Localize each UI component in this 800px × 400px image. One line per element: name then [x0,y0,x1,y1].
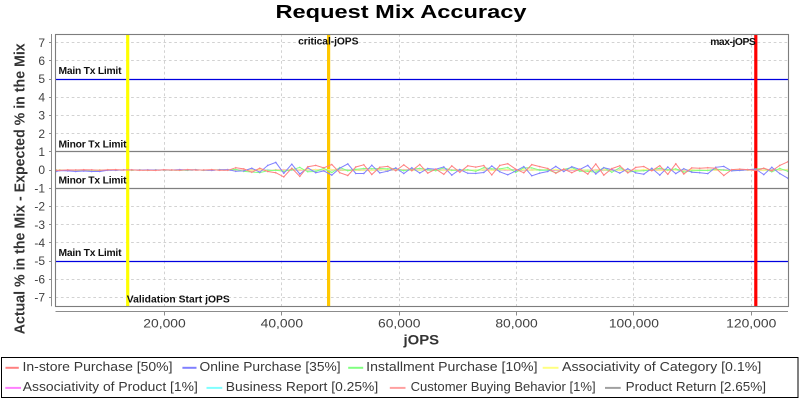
svg-text:Actual % in the Mix - Expected: Actual % in the Mix - Expected % in the … [12,43,29,335]
svg-text:Minor Tx Limit: Minor Tx Limit [59,139,128,150]
svg-text:-2: -2 [34,200,45,214]
svg-text:1: 1 [38,145,45,159]
svg-text:4: 4 [38,90,45,104]
svg-text:Main Tx Limit: Main Tx Limit [59,66,123,77]
svg-text:-6: -6 [34,272,45,286]
svg-text:80,000: 80,000 [495,316,538,330]
svg-text:7: 7 [38,36,45,50]
svg-text:5: 5 [38,72,45,86]
svg-text:-4: -4 [34,236,45,250]
svg-text:Customer Buying Behavior [1%]: Customer Buying Behavior [1%] [411,379,596,394]
svg-text:40,000: 40,000 [261,316,304,330]
svg-text:100,000: 100,000 [609,316,659,330]
svg-text:0: 0 [38,163,45,177]
svg-text:Associativity of Product [1%]: Associativity of Product [1%] [23,379,198,394]
svg-text:20,000: 20,000 [143,316,186,330]
svg-text:Product Return [2.65%]: Product Return [2.65%] [626,379,766,394]
svg-text:-7: -7 [34,291,45,305]
svg-text:-1: -1 [34,181,45,195]
svg-text:Online Purchase [35%]: Online Purchase [35%] [200,359,341,374]
svg-text:-3: -3 [34,218,45,232]
svg-text:critical-jOPS: critical-jOPS [298,36,358,47]
svg-text:3: 3 [38,109,45,123]
svg-text:In-store Purchase [50%]: In-store Purchase [50%] [23,359,173,374]
svg-text:-5: -5 [34,254,45,268]
svg-text:6: 6 [38,54,45,68]
svg-text:Installment Purchase [10%]: Installment Purchase [10%] [366,359,537,374]
svg-text:120,000: 120,000 [726,316,776,330]
svg-text:2: 2 [38,127,45,141]
svg-text:60,000: 60,000 [378,316,421,330]
svg-text:Validation Start jOPS: Validation Start jOPS [127,294,230,305]
svg-text:Minor Tx Limit: Minor Tx Limit [59,176,128,187]
svg-text:Main Tx Limit: Main Tx Limit [59,248,123,259]
svg-text:Business Report [0.25%]: Business Report [0.25%] [226,379,378,394]
svg-text:jOPS: jOPS [402,333,439,348]
svg-text:Request Mix Accuracy: Request Mix Accuracy [276,2,527,22]
svg-text:Associativity of Category [0.1: Associativity of Category [0.1%] [562,359,761,374]
svg-text:max-jOPS: max-jOPS [710,37,756,48]
